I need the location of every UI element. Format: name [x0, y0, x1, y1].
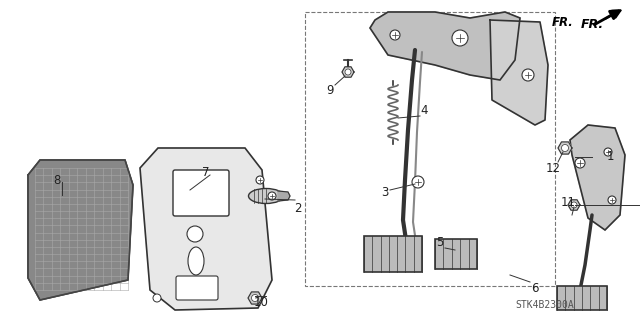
Text: 2: 2 — [294, 202, 301, 214]
Text: STK4B2300A: STK4B2300A — [516, 300, 574, 310]
Circle shape — [252, 294, 259, 301]
Circle shape — [345, 69, 351, 75]
Text: 4: 4 — [420, 103, 428, 116]
Polygon shape — [278, 191, 290, 201]
Text: 8: 8 — [53, 174, 61, 187]
Ellipse shape — [188, 247, 204, 275]
Text: 1: 1 — [606, 151, 614, 164]
Polygon shape — [490, 20, 548, 125]
Bar — [364, 236, 422, 272]
Text: 10: 10 — [253, 295, 268, 308]
Polygon shape — [568, 200, 580, 210]
Circle shape — [153, 294, 161, 302]
Circle shape — [575, 158, 585, 168]
Polygon shape — [140, 148, 272, 310]
Polygon shape — [570, 125, 625, 230]
Circle shape — [608, 196, 616, 204]
Text: FR.: FR. — [551, 16, 573, 28]
Bar — [557, 286, 607, 310]
Circle shape — [187, 226, 203, 242]
Polygon shape — [28, 160, 133, 300]
Circle shape — [268, 192, 276, 200]
Circle shape — [390, 30, 400, 40]
Circle shape — [452, 30, 468, 46]
Text: 11: 11 — [561, 196, 575, 209]
Text: 9: 9 — [326, 84, 333, 97]
Bar — [305, 12, 555, 286]
Polygon shape — [342, 67, 354, 77]
Circle shape — [561, 145, 568, 152]
Text: 6: 6 — [531, 281, 539, 294]
Polygon shape — [370, 12, 520, 80]
FancyBboxPatch shape — [176, 276, 218, 300]
Circle shape — [571, 202, 577, 208]
Text: FR.: FR. — [581, 18, 604, 31]
Circle shape — [604, 148, 612, 156]
Text: 12: 12 — [545, 161, 561, 174]
Circle shape — [522, 69, 534, 81]
Text: 7: 7 — [202, 167, 210, 180]
Polygon shape — [558, 142, 572, 154]
Circle shape — [412, 176, 424, 188]
Text: 3: 3 — [381, 186, 388, 198]
FancyBboxPatch shape — [173, 170, 229, 216]
Polygon shape — [248, 292, 262, 304]
Circle shape — [256, 176, 264, 184]
Bar — [435, 239, 477, 269]
Ellipse shape — [248, 189, 284, 204]
Text: 5: 5 — [436, 236, 444, 249]
